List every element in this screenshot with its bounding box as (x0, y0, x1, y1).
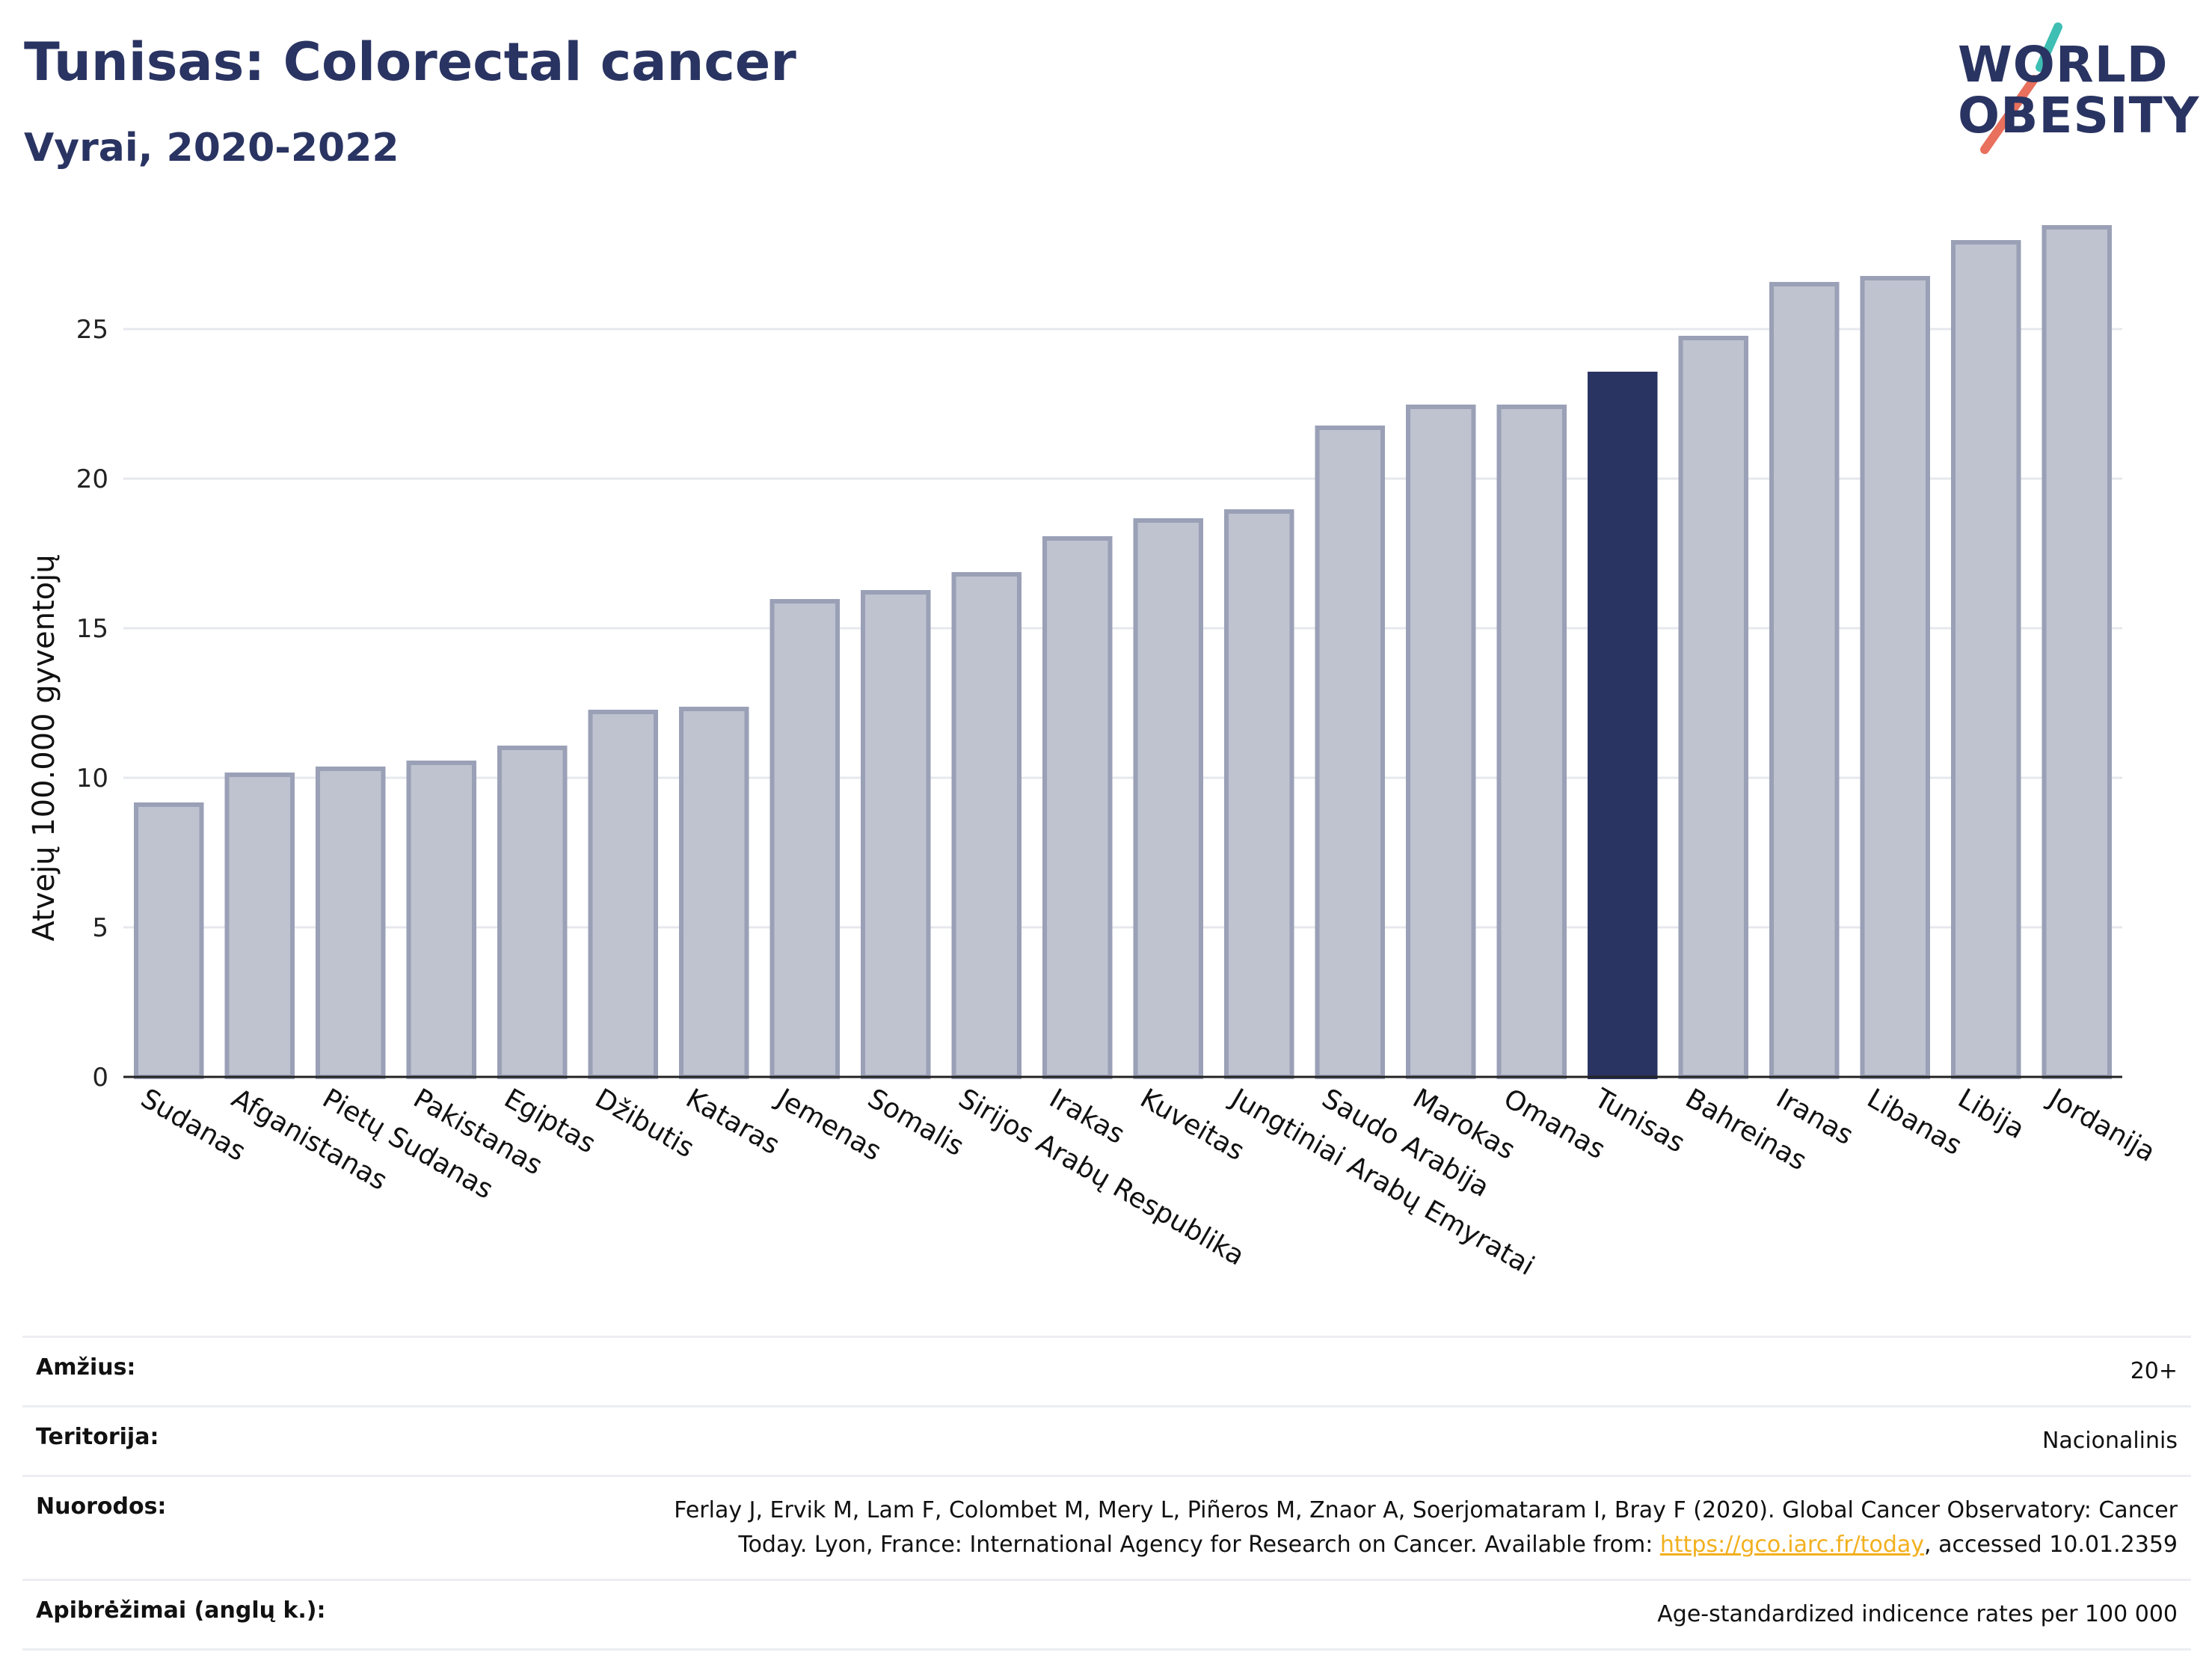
bar-somalis (861, 590, 931, 1079)
info-value: Age-standardized indicence rates per 100… (1657, 1601, 2178, 1627)
bar-pietų-sudanas (316, 767, 386, 1079)
bar-jemenas (769, 599, 840, 1079)
bar-afganistanas (224, 773, 295, 1079)
bar-bahreinas (1678, 336, 1748, 1079)
info-value: 20+ (2130, 1358, 2178, 1384)
bar-marokas (1406, 405, 1476, 1079)
reference-line2-end: , accessed 10.01.2359 (1924, 1532, 2178, 1558)
logo-slash-icon (1980, 22, 2062, 154)
info-row-references: Nuorodos: Ferlay J, Ervik M, Lam F, Colo… (22, 1476, 2191, 1580)
bar-džibutis (588, 710, 658, 1079)
chart-title: Tunisas: Colorectal cancer (24, 31, 796, 93)
world-obesity-logo: WORLD OBESITY (1944, 21, 2199, 163)
info-label: Teritorija: (36, 1424, 159, 1450)
y-tick-label: 5 (92, 913, 108, 943)
logo-word-world: WORLD (1958, 36, 2169, 93)
info-row-age: Amžius: 20+ (22, 1336, 2191, 1407)
info-table: Amžius: 20+ Teritorija: Nacionalinis Nuo… (22, 1336, 2191, 1651)
info-row-definitions: Apibrėžimai (anglų k.): Age-standardized… (22, 1579, 2191, 1650)
x-tick-label: Sudanas (135, 1083, 251, 1167)
chart-subtitle: Vyrai, 2020-2022 (24, 126, 399, 171)
bar-kataras (679, 707, 749, 1079)
x-tick-label: Kuveitas (1135, 1083, 1250, 1167)
bar-irakas (1042, 536, 1113, 1079)
reference-link[interactable]: https://gco.iarc.fr/today (1659, 1532, 1925, 1558)
bar-kuveitas (1133, 518, 1203, 1079)
y-tick-label: 15 (76, 614, 108, 644)
bar-tunisas (1588, 372, 1658, 1079)
y-tick-label: 0 (92, 1063, 108, 1093)
bar-jungtiniai-arabų-emyratai (1224, 509, 1294, 1079)
x-tick-label: Libanas (1862, 1083, 1967, 1161)
x-tick-label: Omanas (1499, 1083, 1611, 1165)
logo-word-obesity: OBESITY (1958, 87, 2200, 144)
info-label: Amžius: (36, 1354, 136, 1381)
x-tick-label: Kataras (681, 1083, 784, 1161)
bar-omanas (1496, 405, 1567, 1079)
y-axis-label: Atvejų 100.000 gyventojų (27, 554, 61, 941)
reference-line2: Today. Lyon, France: International Agenc… (738, 1532, 1660, 1558)
bar-pakistanas (406, 761, 476, 1079)
info-value: Ferlay J, Ervik M, Lam F, Colombet M, Me… (498, 1476, 2191, 1580)
y-tick-label: 25 (76, 315, 108, 345)
x-tick-label: Džibutis (590, 1083, 699, 1164)
y-tick-label: 10 (76, 764, 108, 793)
bar-sirijos-arabų-respublika (951, 572, 1021, 1079)
reference-line1: Ferlay J, Ervik M, Lam F, Colombet M, Me… (674, 1497, 2178, 1523)
bar-libija (1951, 240, 2021, 1079)
info-row-territory: Teritorija: Nacionalinis (22, 1406, 2191, 1476)
x-tick-label: Jemenas (770, 1082, 886, 1167)
bar-libanas (1860, 276, 1930, 1079)
x-tick-label: Jordanija (2042, 1082, 2160, 1168)
bar-jordanija (2042, 225, 2112, 1079)
y-tick-label: 20 (76, 464, 108, 494)
info-value: Nacionalinis (2042, 1428, 2178, 1454)
bar-egiptas (497, 746, 568, 1079)
info-label: Apibrėžimai (anglų k.): (36, 1597, 326, 1624)
bar-iranas (1769, 282, 1840, 1079)
bars (134, 225, 2112, 1079)
bar-saudo-arabija (1315, 426, 1385, 1079)
bar-sudanas (134, 802, 204, 1079)
info-label: Nuorodos: (36, 1493, 167, 1520)
x-tick-label: Afganistanas (227, 1083, 393, 1197)
